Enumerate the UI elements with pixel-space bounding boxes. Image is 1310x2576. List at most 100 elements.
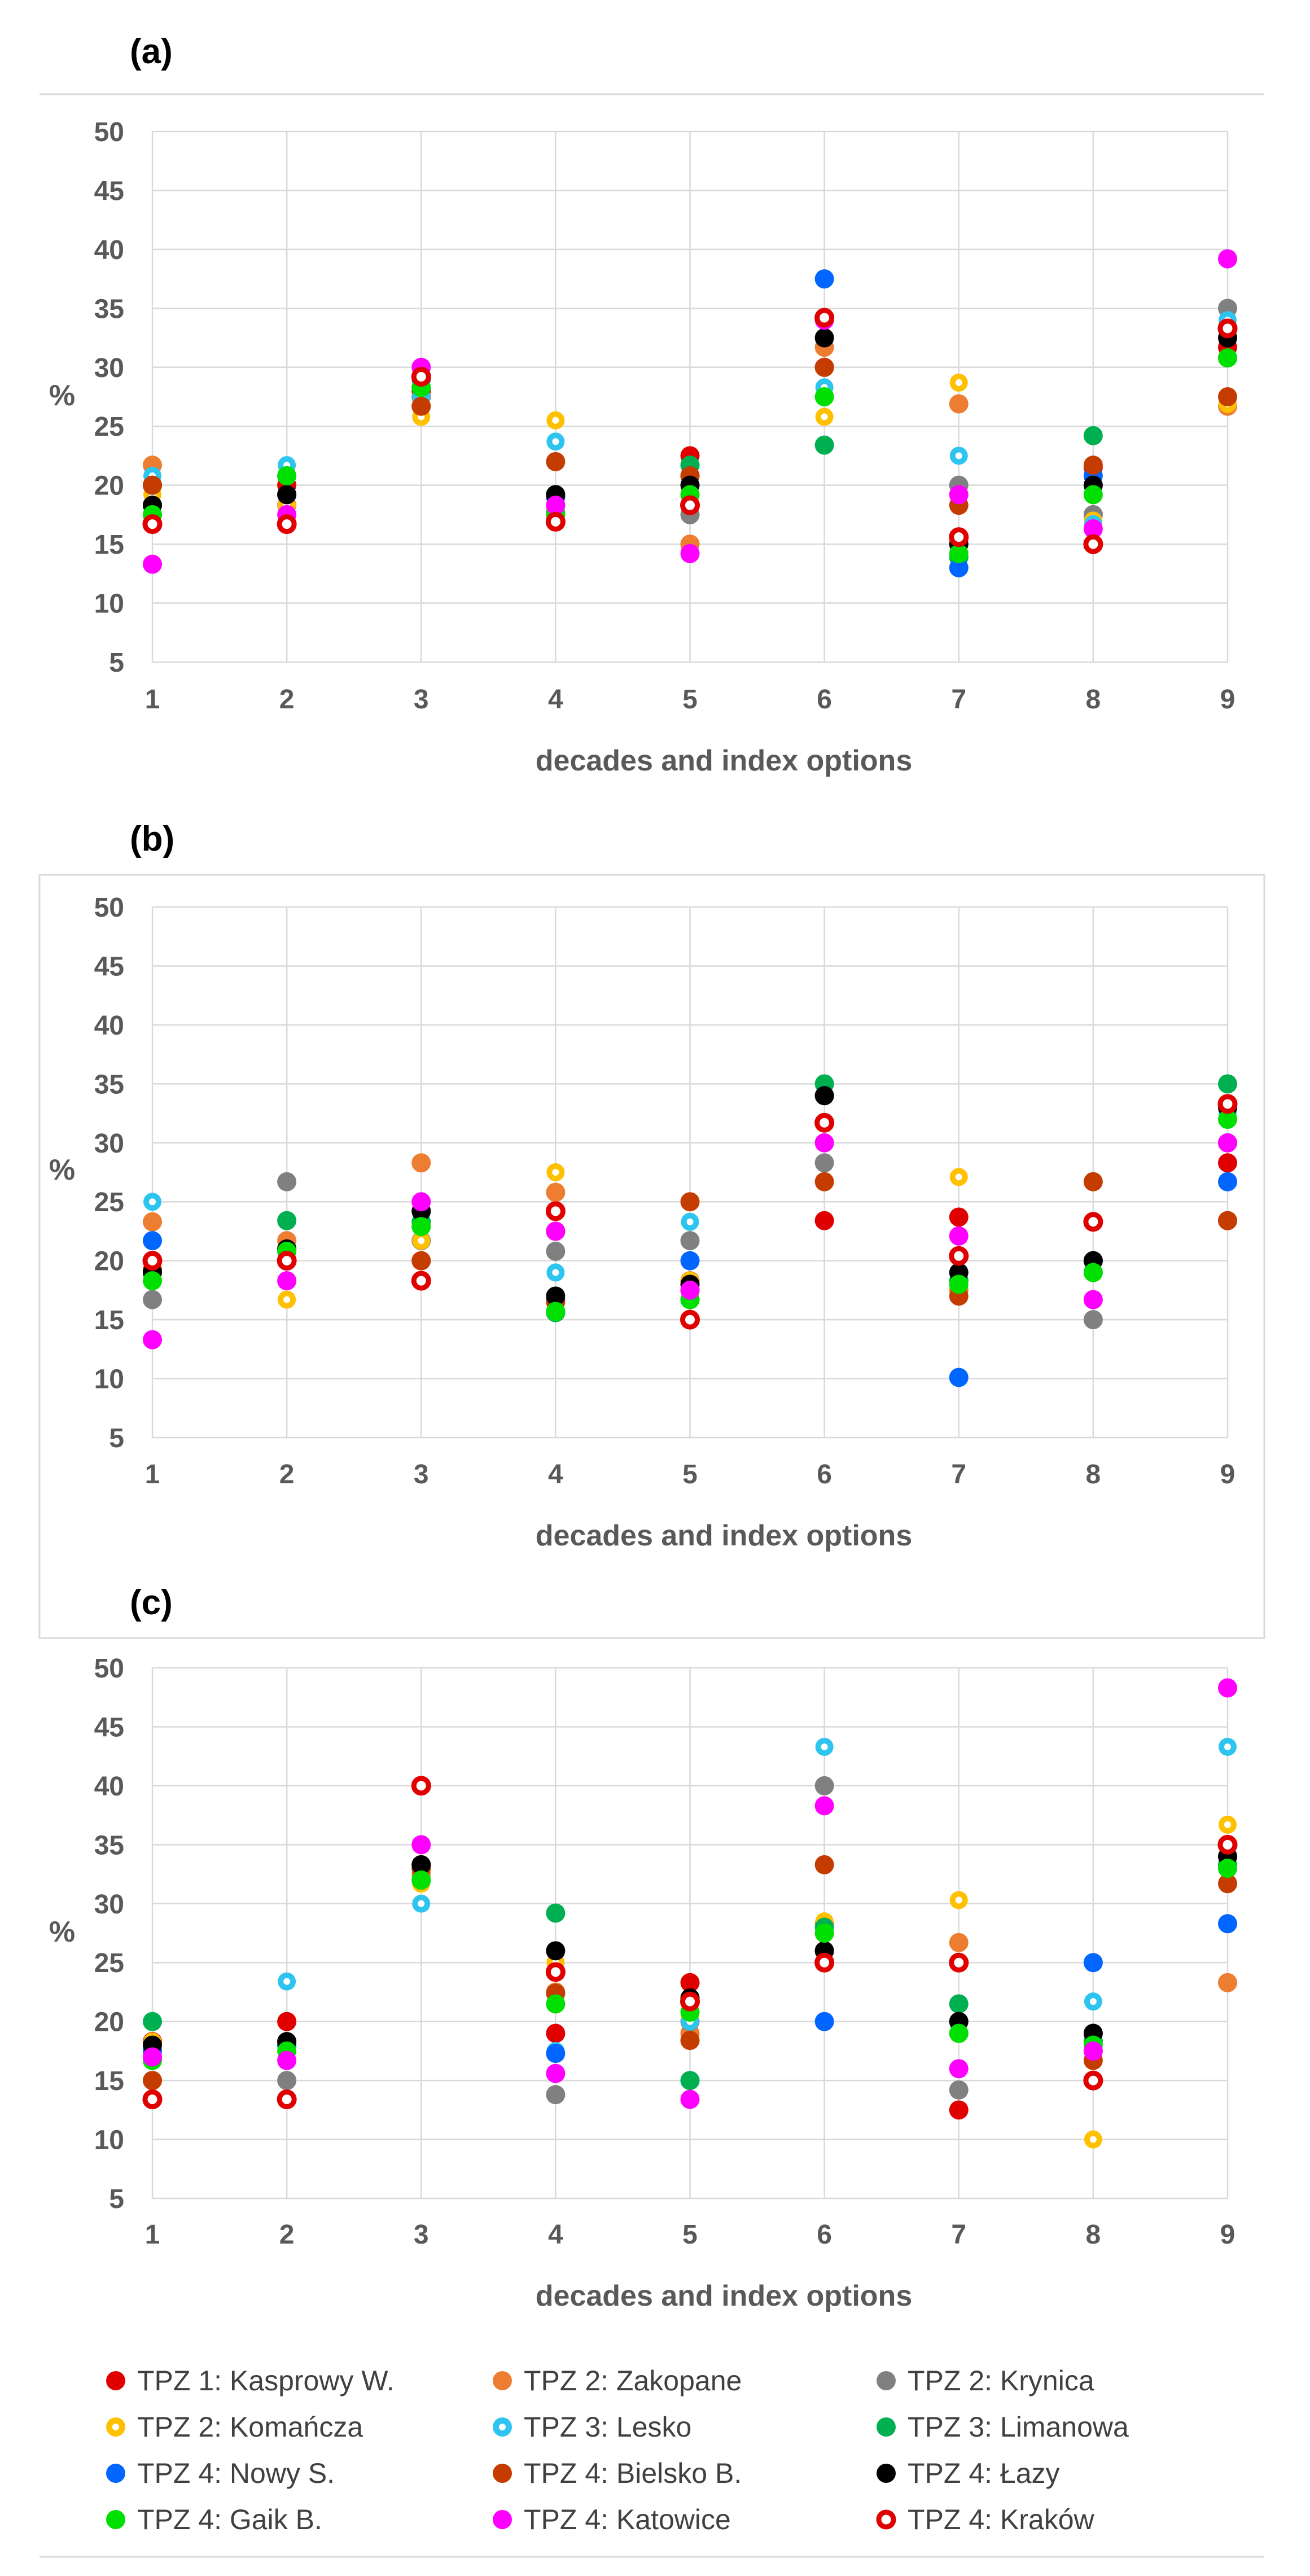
data-point-center <box>283 1296 291 1303</box>
data-point-center <box>955 452 962 459</box>
data-point <box>1083 455 1103 475</box>
data-point <box>949 2059 969 2079</box>
data-point-center <box>283 1978 291 1985</box>
data-point-center <box>418 1237 425 1245</box>
panel-frame <box>38 874 1265 1639</box>
x-tick-label: 7 <box>951 685 966 715</box>
legend-marker <box>877 2464 896 2483</box>
data-point <box>814 1112 835 1133</box>
data-point <box>814 1796 834 1816</box>
data-point <box>546 2023 566 2043</box>
panel-label: (a) <box>130 32 173 71</box>
y-tick-label: 25 <box>94 1188 124 1217</box>
data-point <box>277 485 297 505</box>
data-point <box>546 2064 566 2083</box>
y-axis-title: % <box>49 379 75 412</box>
legend-item: TPZ 2: Krynica <box>877 2365 1094 2397</box>
x-tick-label: 9 <box>1220 2220 1235 2250</box>
x-tick-label: 3 <box>414 2220 429 2250</box>
series-tpz-4-krak-w <box>142 308 1238 554</box>
legend-item: TPZ 2: Zakopane <box>493 2365 742 2397</box>
legend-item: TPZ 4: Nowy S. <box>106 2457 335 2489</box>
legend-marker-center <box>112 2424 119 2430</box>
data-point <box>143 2071 162 2091</box>
x-tick-label: 8 <box>1086 1460 1101 1489</box>
data-point <box>680 1280 700 1300</box>
data-point <box>949 527 969 547</box>
data-point <box>814 1924 834 1943</box>
y-tick-label: 20 <box>94 471 124 501</box>
x-tick-label: 4 <box>548 685 563 715</box>
panel-label: (b) <box>130 820 174 858</box>
data-point <box>814 1211 834 1230</box>
y-tick-label: 15 <box>94 2066 124 2096</box>
data-point <box>1217 318 1238 339</box>
y-tick-label: 30 <box>94 1129 124 1159</box>
y-tick-label: 50 <box>94 117 124 147</box>
data-point <box>814 1172 834 1191</box>
legend-label: TPZ 4: Bielsko B. <box>524 2457 742 2489</box>
data-point <box>814 1153 834 1173</box>
x-tick-label: 8 <box>1086 2220 1101 2250</box>
data-point <box>142 2089 163 2110</box>
data-point <box>949 485 969 505</box>
x-axis-title: decades and index options <box>536 2280 912 2312</box>
data-point <box>949 1226 969 1246</box>
legend: TPZ 1: Kasprowy W. TPZ 2: Zakopane TPZ 2: … <box>106 2365 1129 2535</box>
data-point-center <box>955 1896 962 1904</box>
x-tick-label: 3 <box>414 1460 429 1489</box>
data-point <box>1083 2070 1103 2091</box>
y-tick-label: 20 <box>94 1247 124 1277</box>
data-point <box>546 1941 566 1961</box>
x-axis-title: decades and index options <box>536 1519 912 1552</box>
data-point <box>949 1994 969 2014</box>
data-point <box>277 2051 297 2070</box>
y-tick-label: 40 <box>94 1772 124 1802</box>
legend-item: TPZ 4: Kraków <box>876 2504 1095 2535</box>
data-point <box>680 1251 700 1271</box>
legend-item: TPZ 1: Kasprowy W. <box>106 2365 395 2397</box>
data-point <box>546 452 566 471</box>
data-point-center <box>149 1198 156 1206</box>
data-point <box>1218 387 1237 406</box>
y-tick-label: 40 <box>94 1011 124 1041</box>
data-point <box>949 394 969 414</box>
data-point <box>680 2031 700 2051</box>
legend-marker <box>876 2509 896 2530</box>
data-point <box>949 1952 969 1973</box>
data-point <box>546 1302 566 1321</box>
data-point <box>680 2089 700 2109</box>
data-point <box>1218 1874 1237 1894</box>
x-tick-label: 6 <box>817 1460 832 1489</box>
data-point <box>546 1182 566 1202</box>
data-point <box>1083 1953 1103 1973</box>
data-point <box>142 514 163 535</box>
data-point <box>143 1290 162 1309</box>
data-point <box>949 1246 969 1266</box>
data-point <box>1218 1973 1237 1992</box>
y-tick-label: 5 <box>109 2184 124 2214</box>
data-point-center <box>686 1218 694 1225</box>
data-point <box>814 328 834 348</box>
x-axis-title: decades and index options <box>536 744 912 777</box>
data-point <box>680 1973 700 1992</box>
data-point <box>1218 1211 1237 1230</box>
data-point <box>814 357 834 377</box>
x-tick-label: 2 <box>279 685 295 715</box>
y-tick-label: 45 <box>94 176 124 206</box>
data-point-center <box>552 1269 559 1276</box>
x-tick-label: 9 <box>1220 685 1235 715</box>
legend-label: TPZ 1: Kasprowy W. <box>137 2365 395 2397</box>
y-tick-label: 10 <box>94 1365 124 1395</box>
x-tick-label: 6 <box>817 2220 832 2250</box>
data-point <box>814 1776 834 1795</box>
y-tick-label: 35 <box>94 1830 124 1860</box>
legend-item: TPZ 4: Bielsko B. <box>493 2457 742 2489</box>
data-point <box>1217 1094 1238 1114</box>
data-point-center <box>955 1173 962 1181</box>
data-point <box>680 1309 700 1330</box>
data-point <box>1083 534 1103 554</box>
data-point <box>680 1192 700 1212</box>
data-point <box>411 1251 431 1271</box>
